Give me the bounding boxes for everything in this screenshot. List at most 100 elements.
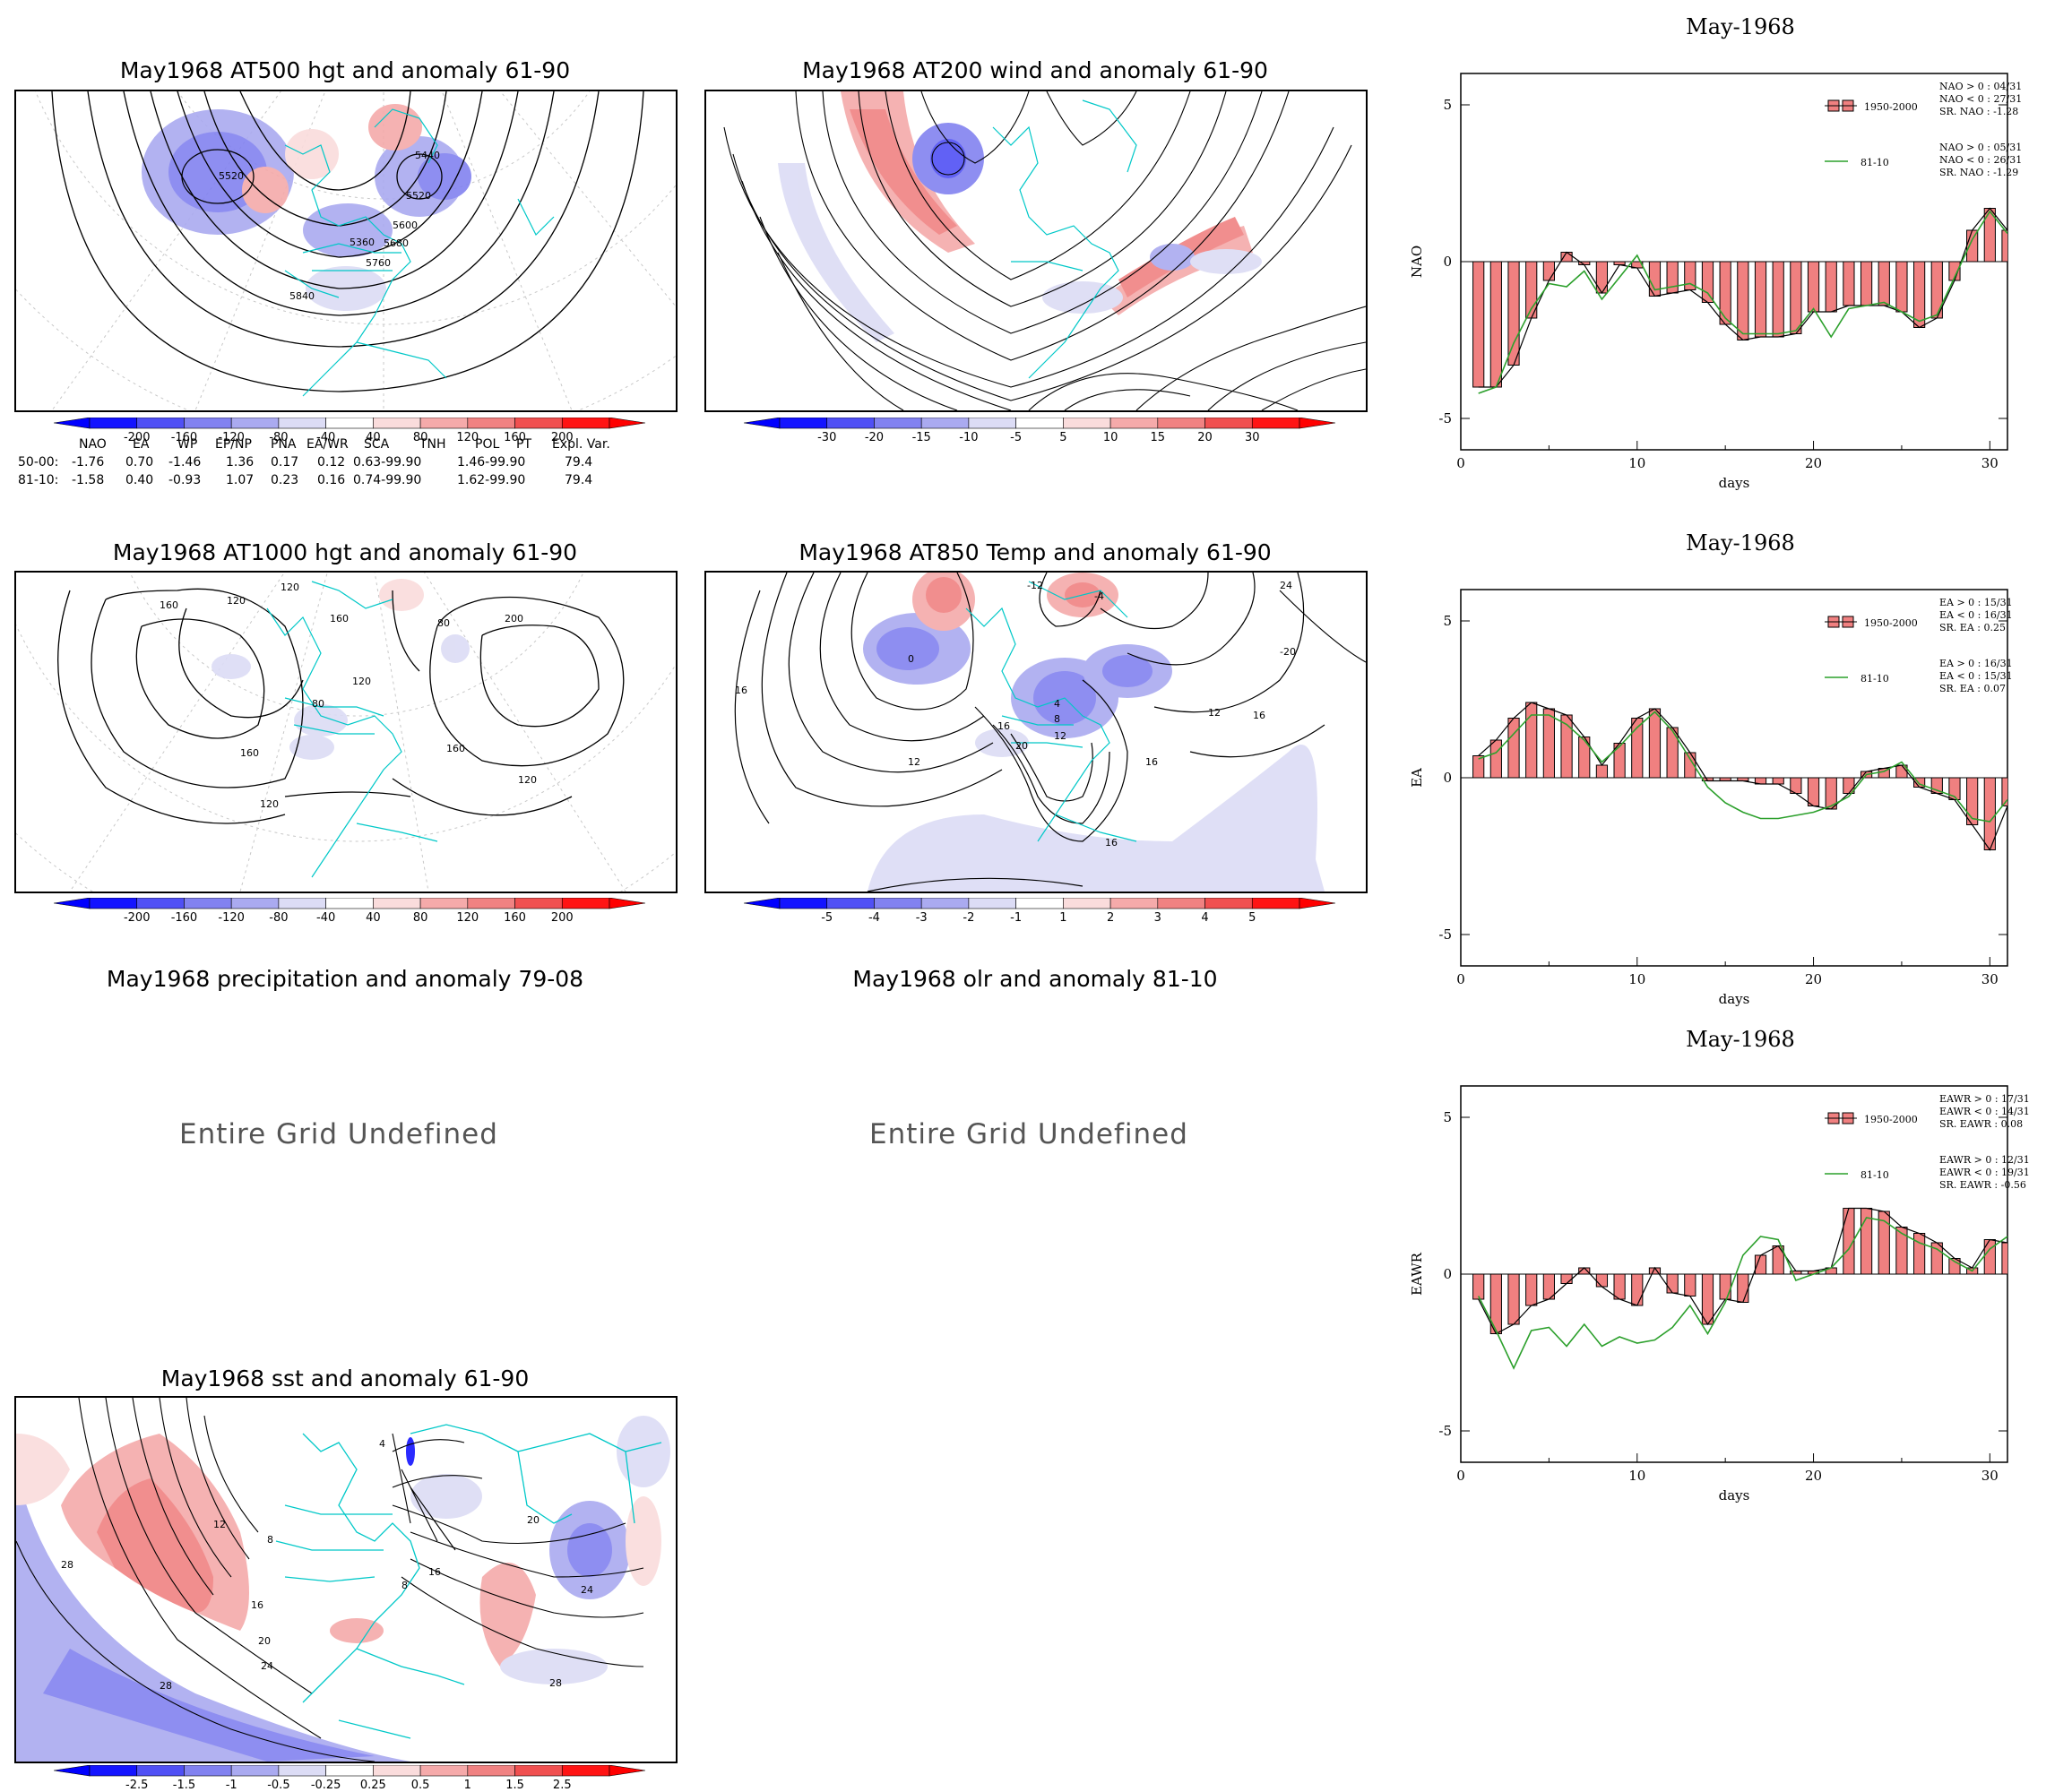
colorbar-tick-label: -200	[124, 431, 151, 444]
colorbar-tick-label: -1	[1010, 911, 1022, 925]
contour-label: 120	[352, 676, 371, 687]
colorbar-swatch	[561, 418, 610, 429]
bar-1950-2000	[1595, 1273, 1609, 1288]
contour-label: 8	[1054, 713, 1060, 725]
line-81-10	[1478, 711, 2007, 823]
contour-label: 20	[527, 1514, 540, 1526]
contour-label: 8	[401, 1580, 408, 1591]
tele-header: EA	[133, 437, 150, 452]
x-tick-label: 20	[1805, 455, 1822, 471]
bar-1950-2000	[1542, 708, 1555, 779]
tele-row-label: 50-00:	[18, 455, 59, 470]
contour-label: 16	[1253, 710, 1265, 721]
colorbar-tick-label: 40	[366, 911, 381, 925]
plot-area	[1472, 1207, 2007, 1370]
colorbar-tick-label: -40	[316, 911, 335, 925]
plot-area	[1472, 702, 2007, 851]
colorbar-swatch	[874, 898, 922, 909]
precip-undefined-message: Entire Grid Undefined	[179, 1118, 498, 1150]
tele-value: 1.36	[226, 455, 255, 470]
bar-1950-2000	[1772, 261, 1784, 338]
contour-label: 12	[908, 756, 920, 768]
tele-value: 0.17	[271, 455, 299, 470]
colorbar-arrow-right	[1299, 898, 1335, 909]
colorbar-swatch	[779, 898, 828, 909]
colorbar-tick-label: 5	[1248, 911, 1256, 925]
tele-header: POL	[475, 437, 500, 452]
colorbar-swatch	[1015, 898, 1064, 909]
colorbar-swatch	[1251, 898, 1300, 909]
colorbar-tick-label: 10	[1103, 431, 1118, 444]
colorbar-swatch	[1109, 418, 1159, 429]
colorbar-tick-label: 120	[456, 431, 479, 444]
x-tick-label: 10	[1628, 1468, 1645, 1484]
colorbar-swatch	[278, 1765, 326, 1777]
colorbar-tick-label: -80	[269, 431, 288, 444]
colorbar-tick-label: -2.5	[125, 1779, 148, 1792]
colorbar-arrow-left	[54, 1765, 91, 1777]
tele-header: EA/WR	[306, 437, 349, 452]
tele-value: 79.4	[565, 473, 593, 487]
contour-label: 16	[251, 1599, 263, 1611]
colorbar-sst: -2.5 -1.5 -1 -0.5 -0.25 0.25 0.5 1 1.5 2.5	[54, 1765, 645, 1792]
bar-1950-2000	[1507, 718, 1520, 779]
x-tick-label: 0	[1456, 455, 1465, 471]
colorbar-hgt1000: -200 -160 -120 -80 -40 40 80 120 160 200	[54, 898, 645, 925]
stat-text: EAWR > 0 : 17/31	[1939, 1093, 2030, 1105]
stat-text: NAO < 0 : 26/31	[1939, 154, 2022, 166]
stat-text: EA < 0 : 16/31	[1939, 609, 2013, 621]
colorbar-tick-label: -80	[269, 911, 288, 925]
contour-label: 160	[446, 743, 465, 754]
contour-label: 16	[428, 1566, 441, 1578]
contour-label: 20	[1015, 740, 1028, 752]
colorbar-tick-label: 160	[504, 911, 526, 925]
stat-text: NAO > 0 : 05/31	[1939, 142, 2022, 153]
contour-label: 16	[1145, 756, 1158, 768]
contour-label: 120	[260, 798, 279, 810]
contour-label: -4	[1094, 590, 1104, 602]
bar-1950-2000	[1666, 727, 1679, 779]
tele-value: 0.16	[317, 473, 346, 487]
colorbar-swatch	[184, 898, 232, 909]
x-axis-label: days	[1719, 475, 1750, 491]
colorbar-tick-label: 1	[464, 1779, 471, 1792]
colorbar-swatch	[230, 418, 280, 429]
map-sst: 4 8 12 16 20 24 28 20 24 28 28 16 8	[14, 1396, 678, 1763]
bar-1950-2000	[1507, 261, 1520, 366]
map-title-olr: May1968 olr and anomaly 81-10	[852, 966, 1218, 992]
bar-1950-2000	[1737, 1273, 1749, 1303]
colorbar-swatch	[184, 418, 232, 429]
legend-label: 81-10	[1860, 673, 1889, 685]
bar-1950-2000	[2001, 1242, 2007, 1275]
contour-label: 16	[1105, 837, 1118, 849]
x-tick-label: 10	[1628, 971, 1645, 987]
contour-label: 200	[505, 613, 523, 625]
contour-label: 5360	[350, 237, 375, 248]
x-axis-label: days	[1719, 991, 1750, 1007]
colorbar-tick-label: -5	[821, 911, 833, 925]
colorbar-swatch	[325, 1765, 374, 1777]
x-tick-label: 30	[1981, 971, 1999, 987]
bar-1950-2000	[1966, 229, 1979, 263]
bar-1950-2000	[1595, 764, 1609, 779]
bar-1950-2000	[1666, 261, 1679, 294]
colorbar-tick-label: -4	[868, 911, 880, 925]
colorbar-swatch	[1157, 418, 1205, 429]
chart-title-ea: May-1968	[1686, 530, 1795, 556]
colorbar-swatch	[874, 418, 922, 429]
colorbar-swatch	[1063, 898, 1111, 909]
bar-1950-2000	[1472, 261, 1485, 388]
line-81-10	[1477, 1217, 2007, 1370]
colorbar-swatch	[1063, 418, 1111, 429]
colorbar-swatch	[514, 418, 563, 429]
contour-label: 5520	[219, 170, 244, 182]
stat-text: SR. EAWR : 0.08	[1939, 1118, 2023, 1130]
tele-header: PT	[516, 437, 531, 452]
x-tick-label: 20	[1805, 1468, 1822, 1484]
map-at1000: 120 160 120 160 80 200 160 120 80 120 16…	[14, 571, 678, 893]
legend-label: 1950-2000	[1864, 101, 1918, 113]
bar-1950-2000	[2001, 777, 2007, 806]
colorbar-swatch	[561, 898, 610, 909]
colorbar-swatch	[1157, 898, 1205, 909]
colorbar-swatch	[1109, 898, 1159, 909]
